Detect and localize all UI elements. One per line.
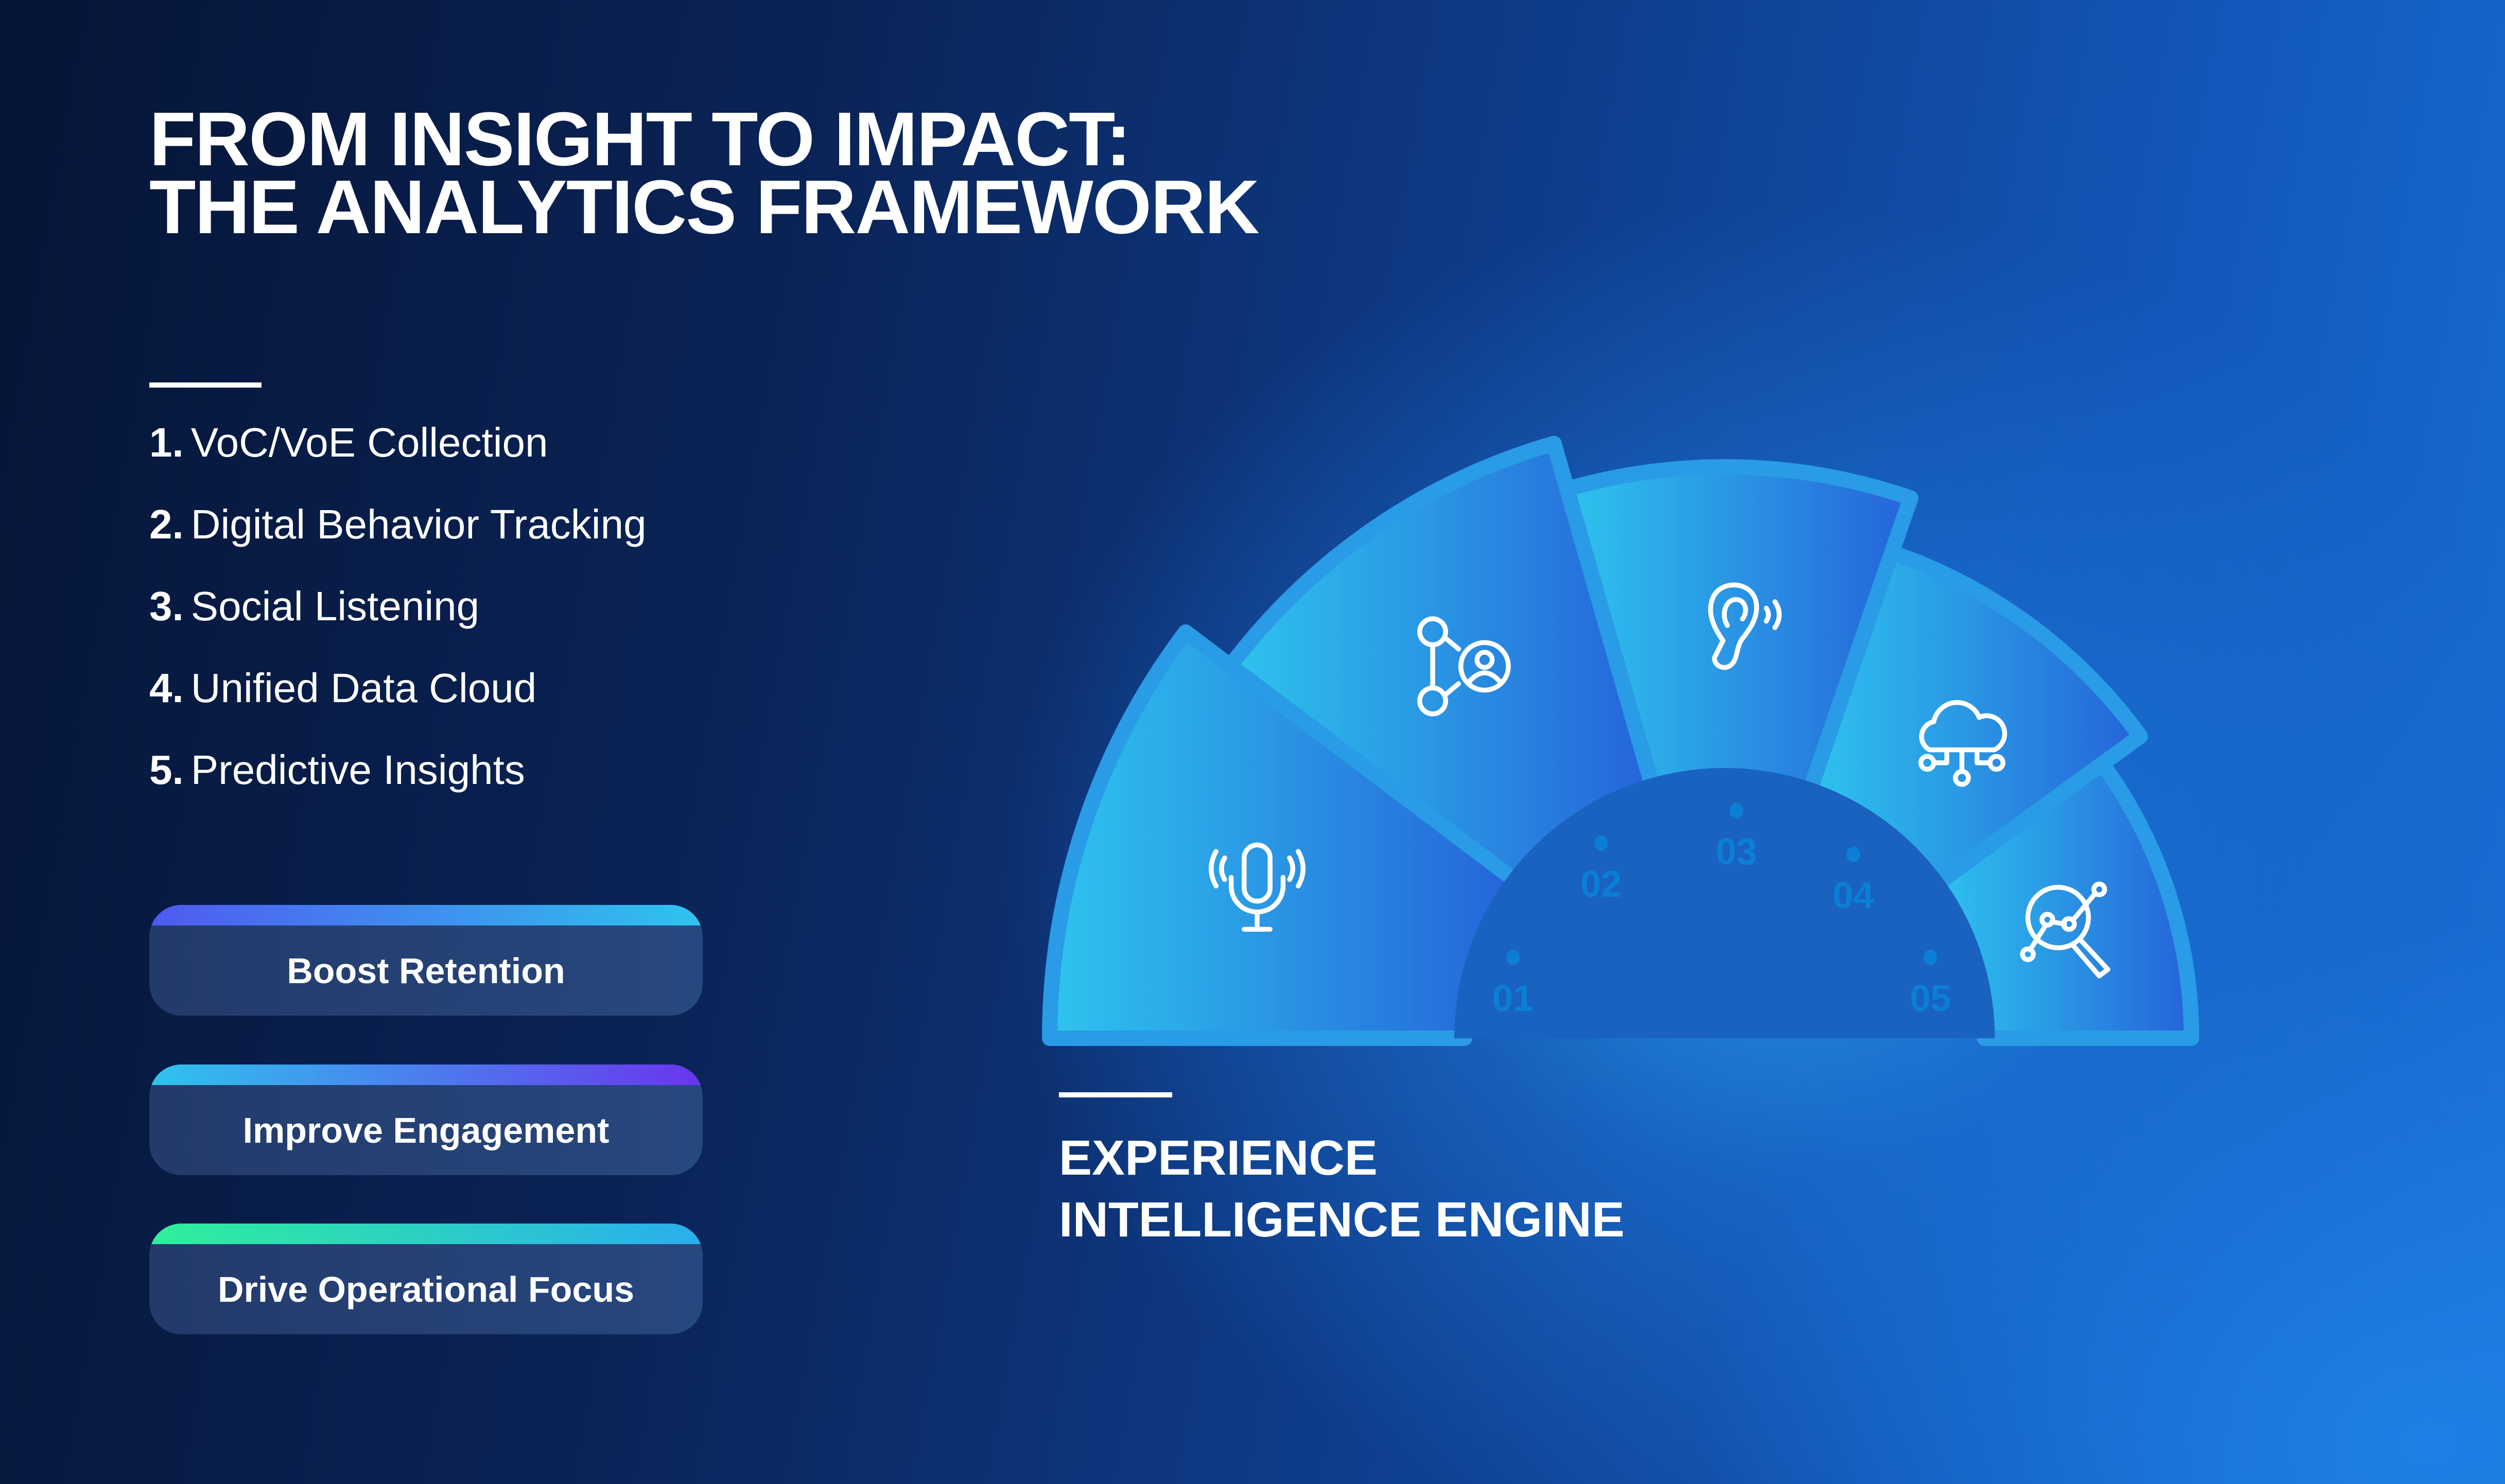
step-dot [1847, 847, 1860, 862]
step-number: 01 [1492, 978, 1534, 1019]
gradient-stripe [149, 1064, 703, 1085]
step-number: 04 [1832, 875, 1874, 916]
hub [1454, 768, 1995, 1038]
step-dot [1730, 803, 1743, 818]
list-item: 3. Social Listening [149, 583, 480, 629]
step-dot [1506, 950, 1520, 965]
ear-icon [1691, 576, 1799, 687]
people-network-icon [1411, 613, 1519, 723]
list-item: 1. VoC/VoE Collection [149, 420, 548, 465]
engine-heading: EXPERIENCE INTELLIGENCE ENGINE [1059, 1130, 1625, 1247]
cloud-network-icon [1908, 683, 2016, 794]
drive-operational-focus-button[interactable]: Drive Operational Focus [149, 1224, 703, 1334]
step-dot [1594, 835, 1608, 851]
list-item: 5. Predictive Insights [149, 747, 525, 793]
page-title: FROM INSIGHT TO IMPACT: THE ANALYTICS FRA… [149, 97, 1260, 250]
gradient-stripe [149, 905, 703, 926]
improve-engagement-button[interactable]: Improve Engagement [149, 1064, 703, 1175]
microphone-icon [1203, 834, 1311, 945]
step-number: 03 [1715, 831, 1758, 872]
step-number: 05 [1909, 978, 1952, 1019]
divider [149, 382, 262, 388]
list-item: 4. Unified Data Cloud [149, 665, 537, 711]
step-number: 02 [1580, 864, 1622, 905]
steps-list: 1. VoC/VoE Collection 2. Digital Behavior … [149, 412, 647, 821]
boost-retention-button[interactable]: Boost Retention [149, 905, 703, 1016]
gradient-stripe [149, 1224, 703, 1244]
step-dot [1924, 950, 1937, 965]
list-item: 2. Digital Behavior Tracking [149, 501, 647, 547]
magnifier-analytics-icon [2015, 875, 2123, 985]
divider [1059, 1092, 1172, 1097]
